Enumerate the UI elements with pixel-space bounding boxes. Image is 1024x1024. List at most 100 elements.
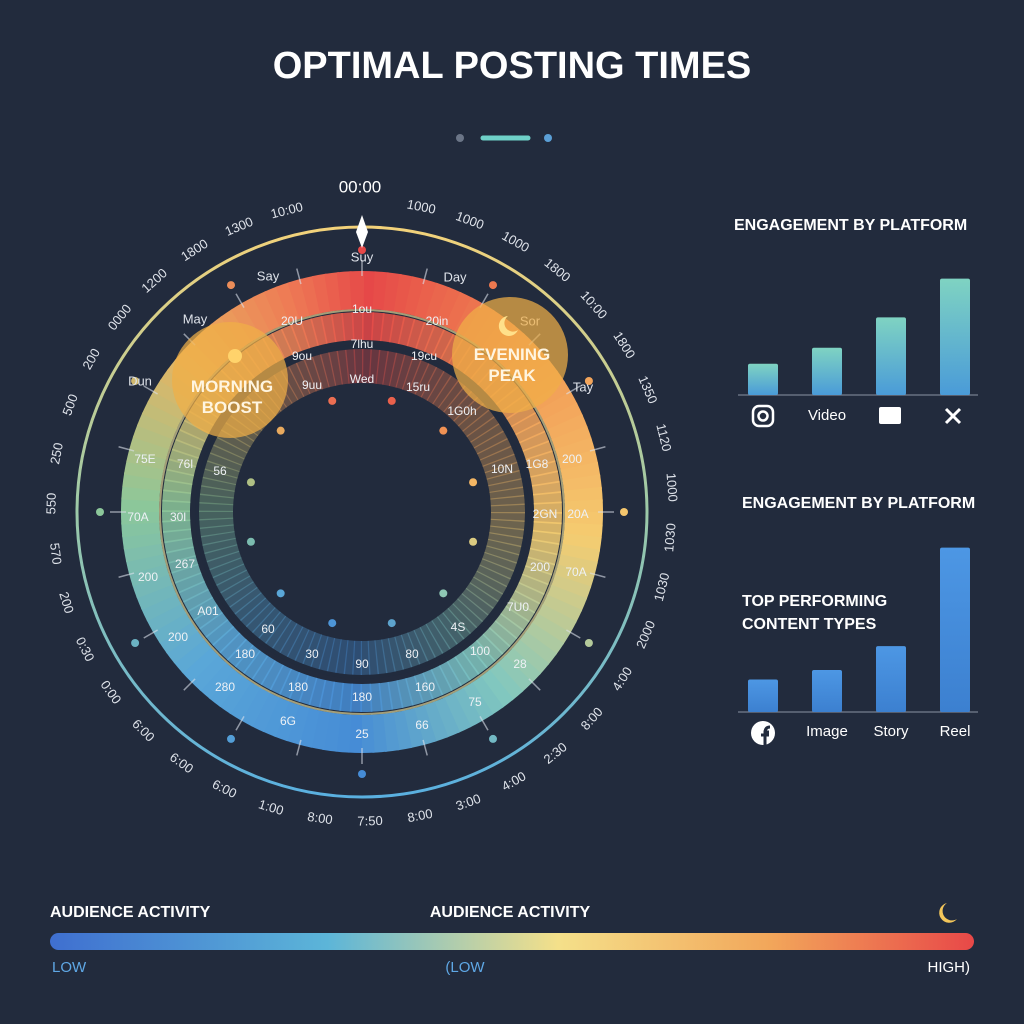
ring-segment xyxy=(488,478,524,494)
ring-segment xyxy=(550,574,592,601)
ring-segment xyxy=(179,419,210,443)
ring-label: 160 xyxy=(415,680,435,694)
dial-tick xyxy=(566,629,581,639)
ring-segment xyxy=(387,680,404,710)
ring-segment xyxy=(319,352,337,388)
hour-label: 6:00 xyxy=(210,776,239,801)
ring-segment xyxy=(563,522,603,540)
ring-segment xyxy=(294,629,316,665)
ring-segment xyxy=(531,480,562,496)
ring-segment xyxy=(469,576,504,602)
ring-segment xyxy=(457,402,490,432)
ring-segment xyxy=(209,557,245,579)
pointer xyxy=(356,215,368,248)
ring-segment xyxy=(560,461,601,483)
dot xyxy=(456,134,464,142)
ring-segment xyxy=(453,396,485,427)
ring-segment xyxy=(414,363,438,398)
ring-segment xyxy=(374,639,388,675)
ring-segment xyxy=(251,607,281,639)
dial-dot xyxy=(439,426,448,435)
ring-segment xyxy=(437,380,466,413)
hour-label: 7:50 xyxy=(357,813,383,829)
ring-segment xyxy=(216,569,251,594)
ring-segment xyxy=(125,552,166,575)
hour-label: 4:00 xyxy=(499,768,528,793)
ring-segment xyxy=(245,602,276,634)
ring-segment xyxy=(489,525,525,539)
dial-tick xyxy=(479,716,489,731)
ring-segment xyxy=(486,538,522,556)
ring-segment xyxy=(339,682,354,712)
ring-segment xyxy=(164,468,195,486)
ring-segment xyxy=(234,592,267,622)
bar xyxy=(940,547,970,712)
ring-segment xyxy=(140,592,182,622)
ring-label: 80 xyxy=(405,647,419,661)
hour-label: 2000 xyxy=(633,618,658,650)
ring-label: 56 xyxy=(213,464,227,478)
ring-segment xyxy=(511,639,550,675)
ring-segment xyxy=(181,646,219,683)
ring-segment xyxy=(482,627,511,655)
hour-label: 10:00 xyxy=(578,288,611,322)
dial-dot xyxy=(358,246,366,254)
ring-segment xyxy=(136,582,177,611)
ring-segment xyxy=(204,460,240,479)
hour-label: 550 xyxy=(43,493,59,515)
ring-segment xyxy=(394,634,413,670)
ring-label: 20in xyxy=(426,314,449,328)
ring-segment xyxy=(205,618,235,646)
ring-label: 25 xyxy=(355,727,369,741)
ring-segment xyxy=(258,611,287,644)
ring-label: 6G xyxy=(280,714,296,728)
ring-segment xyxy=(173,638,212,674)
hour-label: 0:00 xyxy=(98,677,125,706)
ring-segment xyxy=(287,362,311,398)
ring-segment xyxy=(425,620,451,654)
ring-segment xyxy=(379,313,396,343)
ring-label: 180 xyxy=(288,680,308,694)
ring-segment xyxy=(514,581,545,605)
hour-label: 1350 xyxy=(635,373,660,405)
ring-label: 200 xyxy=(530,560,550,574)
ring-segment xyxy=(178,580,209,603)
ring-segment xyxy=(250,692,280,733)
ring-label: 1G0h xyxy=(447,404,476,418)
ring-segment xyxy=(216,429,251,454)
ring-segment xyxy=(419,623,444,658)
ring-segment xyxy=(147,389,188,420)
ring-segment xyxy=(563,486,603,504)
ring-segment xyxy=(310,634,329,670)
ring-segment xyxy=(515,421,546,444)
dial-dot xyxy=(227,281,235,290)
ring-segment xyxy=(436,612,465,645)
ring-segment xyxy=(123,541,164,563)
ring-segment xyxy=(302,631,323,668)
ring-segment xyxy=(212,563,248,587)
hour-label: 1300 xyxy=(223,214,255,239)
ring-segment xyxy=(442,692,472,734)
charts: ENGAGEMENT BY PLATFORM Video ENGAGEMENT BY… xyxy=(734,217,978,740)
hour-label: 8:00 xyxy=(306,809,333,827)
hour-label: 1800 xyxy=(610,329,638,361)
ring-segment xyxy=(209,444,245,466)
ring-segment xyxy=(297,707,320,748)
ring-segment xyxy=(489,486,525,500)
annotation: EVENING PEAK xyxy=(473,345,551,385)
ring-segment xyxy=(479,558,515,580)
hour-label: 500 xyxy=(59,392,81,418)
ring-segment xyxy=(308,677,327,708)
x-tick-label: Story xyxy=(873,723,909,740)
ring-label: 200 xyxy=(168,630,188,644)
ring-label: 60 xyxy=(261,622,275,636)
scale-low: LOW xyxy=(52,959,87,976)
ring-segment xyxy=(470,423,504,449)
hour-label: 10:00 xyxy=(269,199,304,221)
x-tick-label: Video xyxy=(808,407,846,424)
ring-segment xyxy=(479,445,515,467)
ring-segment xyxy=(395,354,414,390)
legend-title: AUDIENCE ACTIVITY xyxy=(430,904,591,921)
